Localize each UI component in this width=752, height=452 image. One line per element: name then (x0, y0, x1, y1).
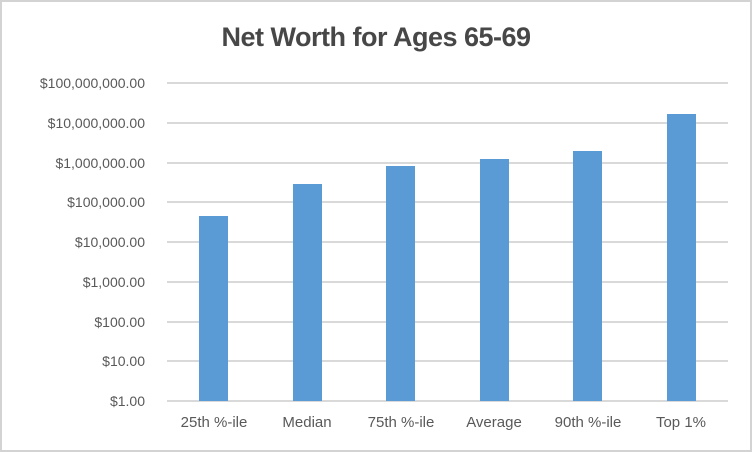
gridline (167, 82, 728, 84)
gridline (167, 241, 728, 243)
x-tick-label: Average (466, 414, 522, 431)
bar-average (480, 159, 509, 401)
y-tick-label: $1,000,000.00 (55, 155, 145, 171)
gridline (167, 162, 728, 164)
y-tick-label: $1.00 (109, 393, 145, 409)
bar-top-1 (667, 114, 696, 401)
gridline (167, 122, 728, 124)
bar-25th-ile (199, 216, 228, 401)
x-tick-label: 75th %-ile (367, 414, 435, 431)
gridline (167, 360, 728, 362)
bar-median (293, 184, 322, 401)
x-tick-label: Top 1% (655, 414, 707, 431)
y-tick-label: $10,000.00 (74, 234, 145, 250)
y-tick-label: $100,000.00 (67, 194, 145, 210)
gridline (167, 201, 728, 203)
y-tick-label: $10.00 (102, 353, 145, 369)
bar-90th-ile (573, 151, 602, 401)
bar-75th-ile (386, 166, 415, 401)
gridline (167, 281, 728, 283)
x-axis-line (167, 400, 728, 402)
gridline (167, 321, 728, 323)
x-tick-label: 25th %-ile (180, 414, 248, 431)
x-tick-label: 90th %-ile (554, 414, 622, 431)
x-tick-label: Median (282, 414, 332, 431)
chart-title: Net Worth for Ages 65-69 (221, 22, 531, 52)
y-tick-label: $1,000.00 (82, 274, 145, 290)
y-tick-label: $10,000,000.00 (47, 115, 145, 131)
y-tick-label: $100.00 (94, 314, 145, 330)
y-tick-label: $100,000,000.00 (39, 75, 145, 91)
